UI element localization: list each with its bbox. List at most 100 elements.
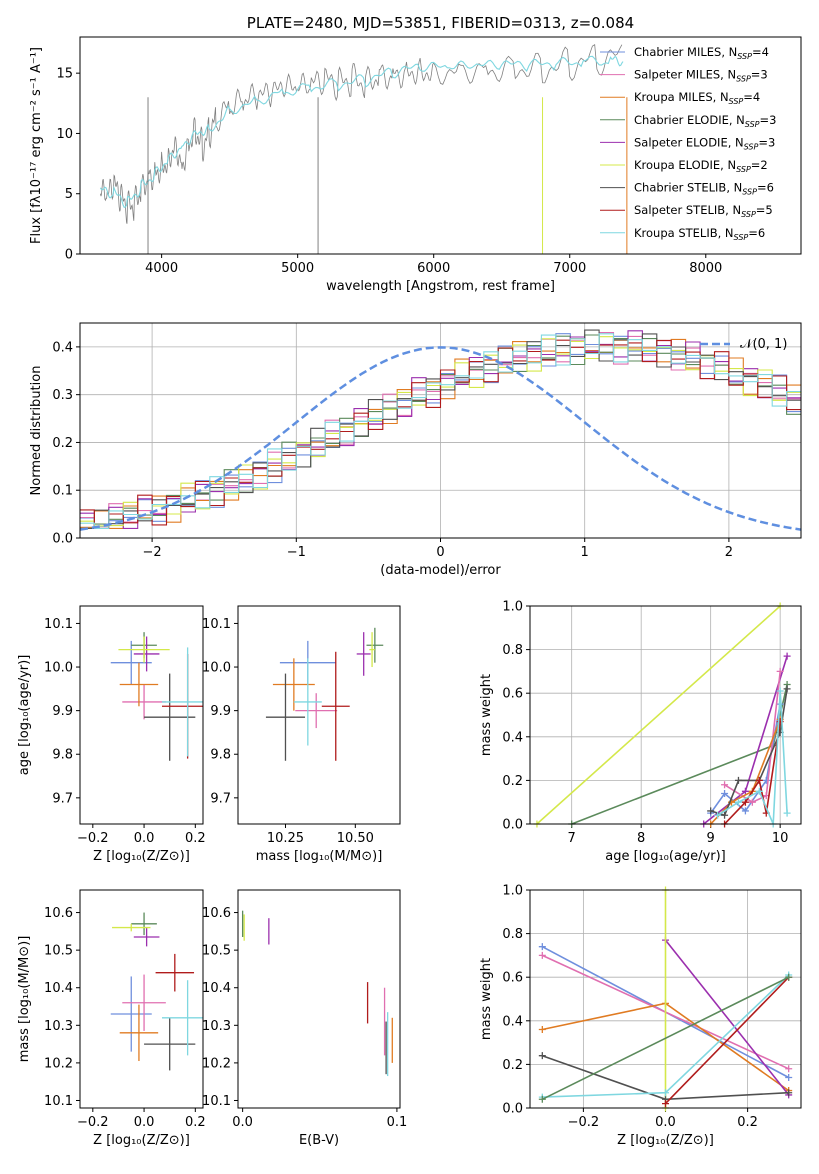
- weight-point: [662, 1089, 669, 1097]
- chart-title: PLATE=2480, MJD=53851, FIBERID=0313, z=0…: [247, 14, 634, 32]
- x-tick-label: −1: [287, 545, 306, 560]
- plot-frame: [529, 889, 802, 1109]
- legend-label: Kroupa MILES, NSSP=4: [634, 90, 760, 106]
- y-tick-label: 10.3: [44, 1019, 73, 1034]
- x-tick-label: 7: [568, 831, 576, 846]
- y-tick-label: 10.3: [202, 1019, 231, 1034]
- weight-point: [785, 1089, 793, 1097]
- weight-point: [714, 811, 722, 819]
- axes-mass_vs_Z: [76, 912, 196, 1112]
- x-tick-label: 1: [581, 545, 589, 560]
- weight-point: [734, 798, 742, 806]
- weight-point: [734, 776, 742, 784]
- y-axis-label: mass [log₁₀(M/M⊙)]: [17, 936, 32, 1063]
- y-tick-label: 9.9: [210, 704, 231, 719]
- axes-mass_vs_EBV: [234, 912, 398, 1112]
- y-tick-label: 10.1: [44, 617, 73, 632]
- y-tick-label: 9.8: [210, 748, 231, 763]
- x-axis-label: (data-model)/error: [380, 563, 501, 578]
- x-tick-label: 10.50: [337, 831, 374, 846]
- y-tick-label: 10.1: [44, 1094, 73, 1109]
- y-tick-label: 10.5: [202, 944, 231, 959]
- legend-label: Chabrier STELIB, NSSP=6: [634, 181, 774, 197]
- axes-mass_weight_vs_Z: [526, 889, 801, 1112]
- legend-label: 𝒩(0, 1): [740, 337, 787, 352]
- x-axis-label: Z [log₁₀(Z/Z⊙)]: [93, 849, 190, 864]
- legend-label: Kroupa ELODIE, NSSP=2: [634, 158, 768, 174]
- weight-point: [783, 809, 791, 817]
- y-axis-label: Flux [fλ10⁻¹⁷ erg cm⁻² s⁻¹ A⁻¹]: [29, 47, 44, 244]
- weight-point: [707, 807, 715, 815]
- y-tick-label: 0.2: [52, 436, 73, 451]
- y-tick-label: 9.8: [52, 748, 73, 763]
- weight-line-chabrier-elodie: [541, 976, 790, 1101]
- y-tick-label: 9.7: [52, 791, 73, 806]
- axes-mass_weight_vs_age: [526, 605, 801, 828]
- y-tick-label: 10: [56, 127, 73, 142]
- y-tick-label: 0.0: [52, 532, 73, 547]
- weight-line-chabrier-elodie: [571, 684, 788, 824]
- y-tick-label: 0.1: [52, 484, 73, 499]
- plot-frame: [79, 36, 802, 255]
- histogram-salpeter-stelib: [80, 339, 801, 529]
- x-tick-label: 7000: [553, 261, 586, 276]
- x-axis-label: age [log₁₀(age/yr)]: [605, 849, 726, 864]
- x-tick-label: 6000: [417, 261, 450, 276]
- weight-point: [721, 789, 729, 797]
- y-tick-label: 10.5: [44, 944, 73, 959]
- y-tick-label: 0.6: [502, 687, 523, 702]
- y-tick-label: 9.9: [52, 704, 73, 719]
- weight-point: [538, 1095, 546, 1103]
- y-tick-label: 10.6: [44, 906, 73, 921]
- y-tick-label: 0.4: [502, 1014, 523, 1029]
- weight-point: [741, 807, 749, 815]
- weight-point: [538, 943, 546, 951]
- spectrum-model-line: [99, 55, 624, 208]
- y-axis-label: mass weight: [479, 674, 494, 756]
- x-tick-label: 10.25: [267, 831, 304, 846]
- weight-line-salpeter-stelib: [664, 976, 790, 1105]
- x-tick-label: −2: [143, 545, 162, 560]
- x-axis-label: Z [log₁₀(Z/Z⊙)]: [93, 1133, 190, 1148]
- weight-point: [785, 1073, 793, 1081]
- weight-point: [783, 652, 791, 660]
- x-tick-label: 0.0: [232, 1115, 253, 1130]
- x-axis-label: wavelength [Angstrom, rest frame]: [326, 279, 555, 294]
- y-tick-label: 10.1: [202, 1094, 231, 1109]
- x-tick-label: −0.2: [77, 1115, 109, 1130]
- x-tick-label: 10: [772, 831, 789, 846]
- weight-point: [538, 1026, 546, 1034]
- y-axis-label: Normed distribution: [29, 366, 44, 496]
- x-tick-label: −0.2: [77, 831, 109, 846]
- x-tick-label: 0.2: [185, 831, 206, 846]
- weight-point: [741, 787, 749, 795]
- weight-point: [783, 685, 791, 693]
- x-tick-label: 0.0: [655, 1115, 676, 1130]
- plot-frame: [79, 889, 204, 1109]
- legend-label: Salpeter STELIB, NSSP=5: [634, 203, 773, 219]
- y-tick-label: 10.6: [202, 906, 231, 921]
- plot-frame: [79, 322, 802, 539]
- y-tick-label: 0.4: [52, 340, 73, 355]
- y-tick-label: 0.4: [502, 730, 523, 745]
- y-tick-label: 1.0: [502, 884, 523, 899]
- y-tick-label: 10.0: [202, 661, 231, 676]
- y-axis-label: age [log₁₀(age/yr)]: [17, 655, 32, 776]
- x-tick-label: 0.0: [134, 1115, 155, 1130]
- weight-point: [721, 811, 729, 819]
- x-tick-label: 4000: [145, 261, 178, 276]
- legend-label: Kroupa STELIB, NSSP=6: [634, 226, 765, 242]
- y-tick-label: 0.8: [502, 927, 523, 942]
- y-tick-label: 10.2: [44, 1056, 73, 1071]
- x-tick-label: 5000: [281, 261, 314, 276]
- y-tick-label: 10.4: [202, 981, 231, 996]
- plot-frame: [237, 605, 401, 825]
- y-tick-label: 0: [65, 248, 73, 263]
- x-tick-label: −0.2: [568, 1115, 600, 1130]
- y-tick-label: 9.7: [210, 791, 231, 806]
- normal-curve: [80, 346, 801, 531]
- x-tick-label: 8000: [689, 261, 722, 276]
- y-tick-label: 0.0: [502, 818, 523, 833]
- y-tick-label: 0.0: [502, 1102, 523, 1117]
